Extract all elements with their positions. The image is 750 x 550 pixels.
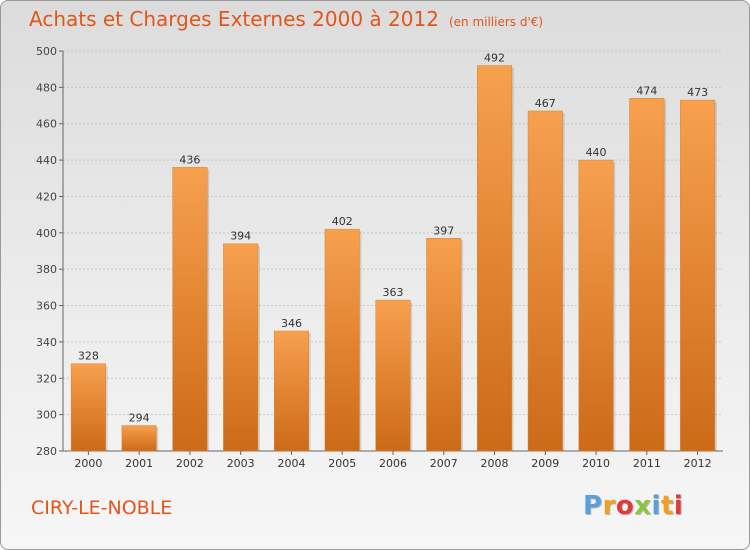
bar-2006 (375, 299, 411, 452)
x-tick-label: 2010 (582, 457, 610, 470)
y-tick-label: 460 (36, 118, 57, 131)
x-tick-labels: 2000 2001 2002 2003 2004 2005 2006 2007 2008 2009… (74, 451, 712, 470)
bar-2005 (324, 228, 360, 452)
x-tick-label: 2003 (227, 457, 255, 470)
bar-2012 (680, 99, 716, 452)
bar-2011 (629, 98, 665, 452)
y-tick-label: 360 (36, 300, 57, 313)
data-label: 440 (586, 146, 607, 159)
bar-2000 (70, 363, 106, 452)
chart-title: Achats et Charges Externes 2000 à 2012 (e… (29, 7, 543, 31)
chart-subtitle: (en milliers d'€) (448, 15, 544, 29)
logo-letter: P (583, 491, 603, 521)
y-tick-label: 480 (36, 81, 57, 94)
x-tick-label: 2007 (430, 457, 458, 470)
bar-2010 (578, 159, 614, 452)
x-tick-label: 2012 (684, 457, 712, 470)
data-label: 402 (332, 215, 353, 228)
x-tick-label: 2000 (74, 457, 102, 470)
logo-letter: i (673, 491, 684, 521)
data-label: 346 (281, 317, 302, 330)
x-tick-label: 2005 (328, 457, 356, 470)
chart-title-text: Achats et Charges Externes 2000 à 2012 (29, 7, 439, 31)
x-tick-label: 2008 (481, 457, 509, 470)
city-name: CIRY-LE-NOBLE (31, 497, 173, 519)
data-label: 397 (433, 224, 454, 237)
bar-2009 (527, 110, 563, 452)
logo-letter: i (651, 491, 661, 521)
bar-2004 (273, 330, 309, 452)
bar-2007 (426, 238, 462, 452)
y-tick-label: 440 (36, 154, 57, 167)
data-label: 328 (78, 350, 99, 363)
data-label: 394 (230, 230, 251, 243)
proxiti-logo[interactable]: Proxiti (583, 491, 683, 521)
data-label: 474 (636, 84, 657, 97)
data-label: 473 (687, 86, 708, 99)
bar-2008 (477, 65, 513, 452)
data-label: 294 (129, 412, 150, 425)
data-labels: 328 294 436 394 346 402 363 397 492 467 440 474 473 (78, 52, 708, 425)
bar-2003 (223, 243, 259, 452)
y-tick-label: 340 (36, 336, 57, 349)
y-tick-label: 300 (36, 409, 57, 422)
y-tick-label: 320 (36, 372, 57, 385)
x-tick-label: 2011 (633, 457, 661, 470)
x-tick-label: 2009 (531, 457, 559, 470)
logo-letter: x (634, 491, 652, 521)
x-tick-label: 2002 (176, 457, 204, 470)
y-tick-label: 500 (36, 45, 57, 58)
y-tick-label: 380 (36, 263, 57, 276)
y-tick-label: 420 (36, 190, 57, 203)
y-tick-labels: 280 300 320 340 360 380 400 420 440 460 480 500 (36, 45, 57, 458)
logo-letter: r (602, 491, 616, 521)
bar-2002 (172, 167, 208, 452)
x-tick-label: 2004 (277, 457, 305, 470)
y-tick-label: 400 (36, 227, 57, 240)
x-tick-label: 2006 (379, 457, 407, 470)
logo-letter: t (660, 491, 674, 521)
bar-2001 (121, 425, 157, 452)
data-label: 363 (383, 286, 404, 299)
y-tick-label: 280 (36, 445, 57, 458)
data-label: 492 (484, 52, 505, 65)
x-tick-label: 2001 (125, 457, 153, 470)
data-label: 467 (535, 97, 556, 110)
bars (70, 65, 717, 452)
data-label: 436 (179, 153, 200, 166)
logo-letter: o (615, 491, 635, 521)
